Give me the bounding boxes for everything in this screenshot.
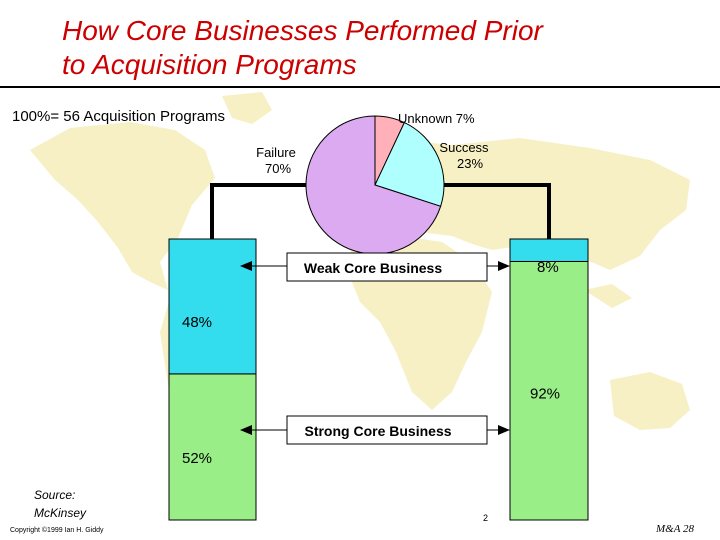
bar-label-success-strong: 92% <box>530 386 560 403</box>
weak-core-label-box <box>286 252 488 282</box>
arrow-strong-right <box>487 425 510 435</box>
source-name: McKinsey <box>34 506 87 520</box>
callouts: Weak Core Business Strong Core Business <box>240 252 510 445</box>
bar-success-weak <box>509 238 589 262</box>
pie-label-success-value: 23% <box>457 156 483 171</box>
bar-failure-strong <box>168 373 257 521</box>
pie-label-unknown: Unknown 7% <box>398 111 475 126</box>
arrow-strong-left <box>240 425 287 435</box>
connector-success <box>423 183 551 239</box>
copyright: Copyright ©1999 Ian H. Giddy <box>10 527 104 534</box>
pie-label-failure-value: 70% <box>265 161 291 176</box>
title-line-2: to Acquisition Programs <box>62 49 357 80</box>
slide-id: M&A 28 <box>656 523 694 535</box>
bar-label-failure-strong: 52% <box>182 450 212 467</box>
pie-labels: Unknown 7% Success 23% Failure 70% <box>256 111 489 176</box>
pie-chart <box>305 115 445 255</box>
chart-subtitle: 100%= 56 Acquisition Programs <box>12 108 226 125</box>
page-number: 2 <box>483 513 489 523</box>
arrow-weak-right <box>487 261 510 271</box>
connector-failure <box>210 183 328 239</box>
strong-core-label-box <box>286 415 488 445</box>
bar-label-failure-weak: 48% <box>182 314 212 331</box>
title-line-1: How Core Businesses Performed Prior <box>62 15 543 46</box>
pie-slice-failure <box>305 115 442 255</box>
pie-label-success-name: Success <box>439 140 489 155</box>
page-title: How Core Businesses Performed Prior to A… <box>62 14 702 82</box>
pie-slice-success <box>374 121 445 207</box>
bar-success-strong <box>509 260 589 521</box>
bar-label-success-weak: 8% <box>537 259 559 276</box>
source-note: Source: McKinsey <box>34 486 86 522</box>
pie-label-failure-name: Failure <box>256 145 296 160</box>
bar-failure-weak <box>168 238 257 375</box>
source-label: Source: <box>34 488 76 502</box>
connector-lines <box>210 183 551 239</box>
strong-core-label: Strong Core Business <box>304 423 451 439</box>
weak-core-label: Weak Core Business <box>304 260 442 276</box>
stacked-bars: 52% 48% 92% 8% <box>168 238 589 521</box>
arrow-weak-left <box>240 261 287 271</box>
title-divider <box>0 86 720 88</box>
